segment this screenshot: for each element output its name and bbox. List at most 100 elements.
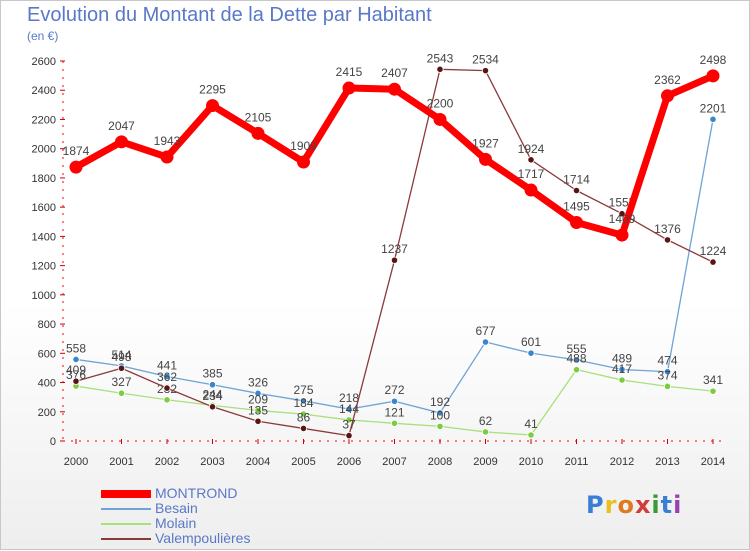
data-label-molain: 144 <box>339 402 359 416</box>
chart-unit: (en €) <box>27 29 59 43</box>
data-label-besain: 275 <box>293 383 313 397</box>
y-tick-label: 2400 <box>32 85 56 97</box>
data-label-molain: 488 <box>566 352 586 366</box>
data-label-montrond: 1927 <box>472 136 499 150</box>
data-point-molain <box>163 396 171 404</box>
data-point-molain <box>390 419 399 427</box>
data-label-valempoulières: 2534 <box>472 53 499 67</box>
logo-letter: o <box>617 491 635 519</box>
x-tick-label: 2008 <box>428 456 452 468</box>
legend-swatch <box>101 523 151 525</box>
y-tick-label: 1400 <box>32 231 56 243</box>
data-point-valempoulières <box>117 364 126 372</box>
data-point-besain <box>527 349 535 357</box>
data-label-valempoulières: 1224 <box>700 244 727 258</box>
data-label-molain: 121 <box>384 405 404 419</box>
data-label-montrond: 2407 <box>381 66 408 80</box>
legend-label: Besain <box>155 500 198 516</box>
data-point-valempoulières <box>299 424 308 433</box>
data-label-montrond: 2295 <box>199 83 226 97</box>
data-point-valempoulières <box>527 156 535 164</box>
logo-letter: x <box>634 491 652 519</box>
x-tick-label: 2012 <box>610 456 634 468</box>
data-label-besain: 601 <box>521 335 541 349</box>
y-tick-label: 200 <box>38 407 56 419</box>
data-label-besain: 489 <box>612 352 632 366</box>
x-tick-label: 2001 <box>109 456 133 468</box>
data-point-besain <box>254 389 262 397</box>
data-label-molain: 374 <box>657 368 677 382</box>
data-point-montrond <box>388 82 401 96</box>
chart-title: Evolution du Montant de la Dette par Hab… <box>27 4 432 26</box>
data-label-molain: 209 <box>248 392 268 406</box>
y-tick-label: 1600 <box>32 202 56 214</box>
data-point-molain <box>663 382 672 390</box>
legend-swatch <box>101 508 151 510</box>
x-tick-label: 2002 <box>155 456 179 468</box>
legend-label: MONTROND <box>155 485 238 501</box>
data-point-besain <box>572 356 581 364</box>
data-point-montrond <box>342 81 356 95</box>
y-tick-label: 1200 <box>32 261 56 273</box>
x-tick-label: 2007 <box>382 456 406 468</box>
data-point-besain <box>618 365 626 374</box>
data-point-valempoulières <box>254 417 262 425</box>
data-label-valempoulières: 409 <box>66 363 86 377</box>
data-point-montrond <box>433 112 447 126</box>
data-point-montrond <box>479 152 492 166</box>
legend-label: Molain <box>155 515 197 531</box>
data-point-valempoulières <box>572 186 581 195</box>
data-point-montrond <box>69 160 83 174</box>
data-label-montrond: 1874 <box>63 144 90 158</box>
data-point-besain <box>208 381 217 389</box>
logo-letter: r <box>604 491 618 519</box>
data-point-montrond <box>524 183 538 197</box>
data-point-montrond <box>160 150 174 164</box>
data-label-montrond: 2200 <box>427 96 454 110</box>
data-point-besain <box>299 397 308 405</box>
data-label-molain: 417 <box>612 362 632 376</box>
data-point-montrond <box>115 135 128 149</box>
data-label-molain: 376 <box>66 368 86 382</box>
data-point-valempoulières <box>709 258 717 266</box>
y-tick-label: 800 <box>38 319 56 331</box>
data-point-molain <box>436 422 444 430</box>
x-tick-label: 2011 <box>565 456 589 468</box>
data-label-besain: 192 <box>430 395 450 409</box>
data-point-montrond <box>706 69 720 83</box>
data-point-montrond <box>661 89 674 103</box>
data-label-besain: 558 <box>66 341 86 355</box>
data-label-valempoulières: 1924 <box>518 142 545 156</box>
data-label-valempoulières: 1237 <box>381 242 408 256</box>
data-point-montrond <box>615 228 629 242</box>
data-point-valempoulières <box>208 403 217 411</box>
y-tick-label: 1800 <box>32 173 56 185</box>
y-tick-label: 2600 <box>32 56 56 68</box>
y-tick-label: 1000 <box>32 290 56 302</box>
data-label-valempoulières: 37 <box>342 418 356 432</box>
data-label-molain: 327 <box>111 375 131 389</box>
data-label-montrond: 1409 <box>609 212 636 226</box>
data-label-besain: 385 <box>202 367 222 381</box>
data-point-besain <box>345 405 353 413</box>
logo-letter: t <box>660 491 674 519</box>
data-point-valempoulières <box>481 67 490 75</box>
data-point-valempoulières <box>345 431 353 440</box>
data-label-montrond: 2047 <box>108 119 135 133</box>
data-label-besain: 677 <box>475 324 495 338</box>
data-point-besain <box>481 338 490 346</box>
data-point-molain <box>117 389 126 397</box>
data-label-valempoulières: 1714 <box>563 172 590 186</box>
data-point-molain <box>299 410 308 418</box>
legend-swatch <box>101 538 151 540</box>
data-point-molain <box>572 366 581 374</box>
y-tick-label: 2200 <box>32 114 56 126</box>
data-label-besain: 441 <box>157 359 177 373</box>
data-point-molain <box>345 416 353 424</box>
data-label-molain: 41 <box>524 417 538 431</box>
data-label-besain: 555 <box>566 342 586 356</box>
data-label-valempoulières: 2543 <box>427 51 454 65</box>
data-point-valempoulières <box>390 256 399 264</box>
data-point-besain <box>663 368 672 376</box>
data-point-montrond <box>570 216 583 229</box>
